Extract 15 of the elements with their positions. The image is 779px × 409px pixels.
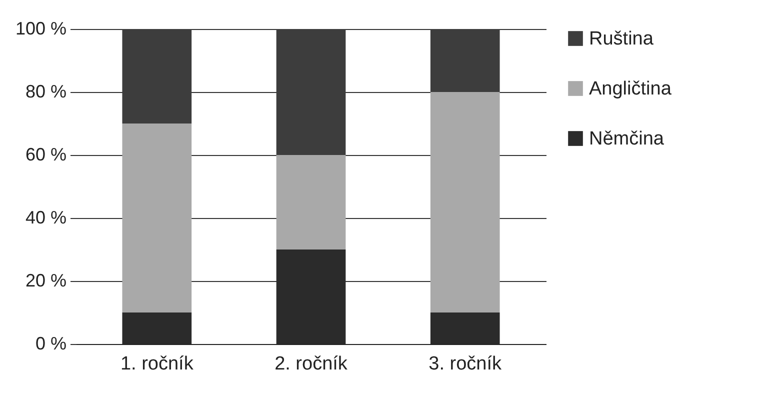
y-tick-label: 0 % [35,334,66,354]
legend-label: Angličtina [589,78,672,100]
bar [430,92,500,312]
y-tick-label: 100 % [15,18,66,38]
legend-label: Němčina [589,128,664,150]
x-tick-label: 3. ročník [428,354,502,374]
x-tick-label: 1. ročník [120,354,194,374]
bar [276,155,346,250]
y-tick-label: 40 % [25,208,66,228]
y-tick-label: 20 % [25,270,66,290]
y-tick-label: 80 % [25,82,66,102]
y-tick-label: 60 % [25,144,66,164]
bar [122,124,192,312]
x-tick-label: 2. ročník [274,354,348,374]
legend-label: Ruština [589,28,654,50]
